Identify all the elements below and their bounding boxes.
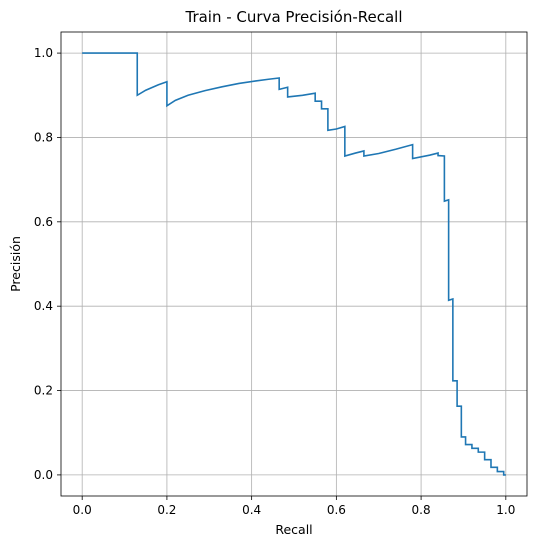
plot-frame xyxy=(60,31,528,497)
x-tick-label: 0.6 xyxy=(327,503,346,517)
y-tick-label: 1.0 xyxy=(34,46,53,60)
precision-recall-line xyxy=(82,52,506,476)
chart-title: Train - Curva Precisión-Recall xyxy=(184,8,402,26)
y-tick-label: 0.0 xyxy=(34,468,53,482)
x-tick-label: 0.0 xyxy=(73,503,92,517)
y-tick-label: 0.8 xyxy=(34,130,53,144)
y-axis-label: Precisión xyxy=(8,236,23,292)
x-axis-label: Recall xyxy=(275,522,312,537)
x-tick-label: 0.8 xyxy=(412,503,431,517)
y-tick-label: 0.4 xyxy=(34,299,53,313)
x-tick-label: 0.4 xyxy=(242,503,261,517)
x-tick-label: 0.2 xyxy=(157,503,176,517)
axis-ticks: 0.0 0.2 0.4 0.6 0.8 1.0 0.0 0.2 0.4 0.6 0.8 1.0 xyxy=(34,46,515,517)
grid-lines xyxy=(61,32,527,496)
y-tick-label: 0.6 xyxy=(34,215,53,229)
x-tick-label: 1.0 xyxy=(496,503,515,517)
y-tick-label: 0.2 xyxy=(34,384,53,398)
